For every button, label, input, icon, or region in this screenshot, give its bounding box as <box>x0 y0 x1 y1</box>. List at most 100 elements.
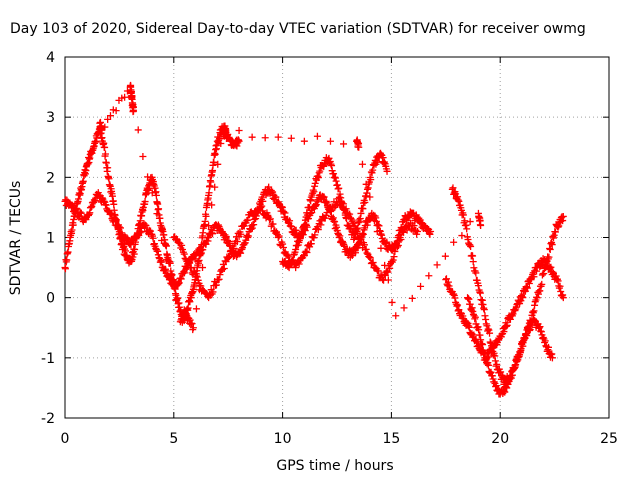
data-point <box>466 241 474 249</box>
data-point <box>184 304 192 312</box>
data-point <box>309 189 317 197</box>
data-point <box>250 221 258 229</box>
data-point <box>287 134 295 142</box>
data-point <box>136 229 144 237</box>
data-point <box>77 209 85 217</box>
data-point <box>378 231 386 239</box>
data-point <box>311 231 319 239</box>
data-point <box>360 241 368 249</box>
data-point <box>454 301 462 309</box>
data-point <box>331 174 339 182</box>
data-point <box>479 301 487 309</box>
data-point <box>467 242 475 250</box>
chart-title: Day 103 of 2020, Sidereal Day-to-day VTE… <box>10 21 586 37</box>
data-point <box>403 226 411 234</box>
data-point <box>372 217 380 225</box>
data-point <box>556 282 564 290</box>
data-point <box>106 112 114 120</box>
data-point <box>386 264 394 272</box>
data-point <box>519 339 527 347</box>
data-point <box>485 353 493 361</box>
data-point <box>366 253 374 261</box>
data-point <box>269 220 277 228</box>
data-point <box>358 160 366 168</box>
data-point <box>84 160 92 168</box>
data-point <box>472 269 480 277</box>
data-point <box>363 221 371 229</box>
data-point <box>208 229 216 237</box>
data-point <box>523 283 531 291</box>
data-point <box>357 209 365 217</box>
data-point <box>471 313 479 321</box>
data-point <box>525 322 533 330</box>
data-point <box>147 227 155 235</box>
x-axis-label: GPS time / hours <box>276 458 393 474</box>
data-point <box>483 360 491 368</box>
y-tick-label: -1 <box>41 351 55 367</box>
data-point <box>477 336 485 344</box>
data-point <box>377 230 385 238</box>
data-point <box>518 293 526 301</box>
data-point <box>272 193 280 201</box>
data-point <box>480 304 488 312</box>
data-point <box>392 312 400 320</box>
ticks: 0 5 10 15 20 25 -2 -1 0 1 2 3 4 <box>41 50 618 447</box>
data-point <box>531 317 539 325</box>
data-point <box>73 205 81 213</box>
data-point <box>320 193 328 201</box>
data-point <box>205 234 213 241</box>
data-point <box>357 235 365 243</box>
data-point <box>300 137 308 145</box>
data-point <box>458 232 466 240</box>
data-point <box>152 191 160 199</box>
data-point <box>425 229 433 237</box>
data-point <box>481 312 489 320</box>
data-point <box>244 234 252 241</box>
data-point <box>238 245 246 253</box>
data-point <box>322 197 330 205</box>
data-point <box>370 211 378 219</box>
data-point <box>408 294 416 302</box>
data-point <box>526 326 534 334</box>
data-point <box>332 177 340 185</box>
data-point <box>552 272 560 280</box>
data-point <box>326 137 334 145</box>
data-point <box>199 264 207 272</box>
data-point <box>288 257 296 265</box>
data-point <box>554 277 562 285</box>
x-tick-label: 10 <box>274 431 292 447</box>
data-point <box>235 137 243 145</box>
data-point <box>450 238 458 246</box>
data-point <box>92 138 100 146</box>
data-point <box>477 296 485 304</box>
data-point <box>377 244 385 252</box>
data-point <box>331 173 339 181</box>
data-point <box>180 269 188 277</box>
data-point <box>475 326 483 334</box>
data-point <box>546 245 554 253</box>
data-point <box>127 241 135 249</box>
data-point <box>465 322 473 330</box>
data-point <box>468 304 476 312</box>
y-tick-label: 3 <box>46 110 55 126</box>
data-point <box>545 253 553 261</box>
data-point <box>530 273 538 281</box>
data-point <box>536 287 544 295</box>
data-point <box>549 233 557 241</box>
data-point <box>369 259 377 267</box>
data-point <box>433 261 441 269</box>
y-tick-label: 0 <box>46 291 55 307</box>
data-point <box>237 249 245 257</box>
data-point <box>464 295 472 303</box>
data-point <box>400 304 408 312</box>
data-point <box>363 189 371 197</box>
data-point <box>444 278 452 286</box>
data-point <box>476 289 484 297</box>
data-point <box>106 210 114 218</box>
data-point <box>503 321 511 329</box>
data-point <box>340 205 348 213</box>
data-point <box>391 247 399 255</box>
data-point <box>248 133 256 141</box>
data-point <box>104 164 112 172</box>
data-point <box>192 272 200 280</box>
